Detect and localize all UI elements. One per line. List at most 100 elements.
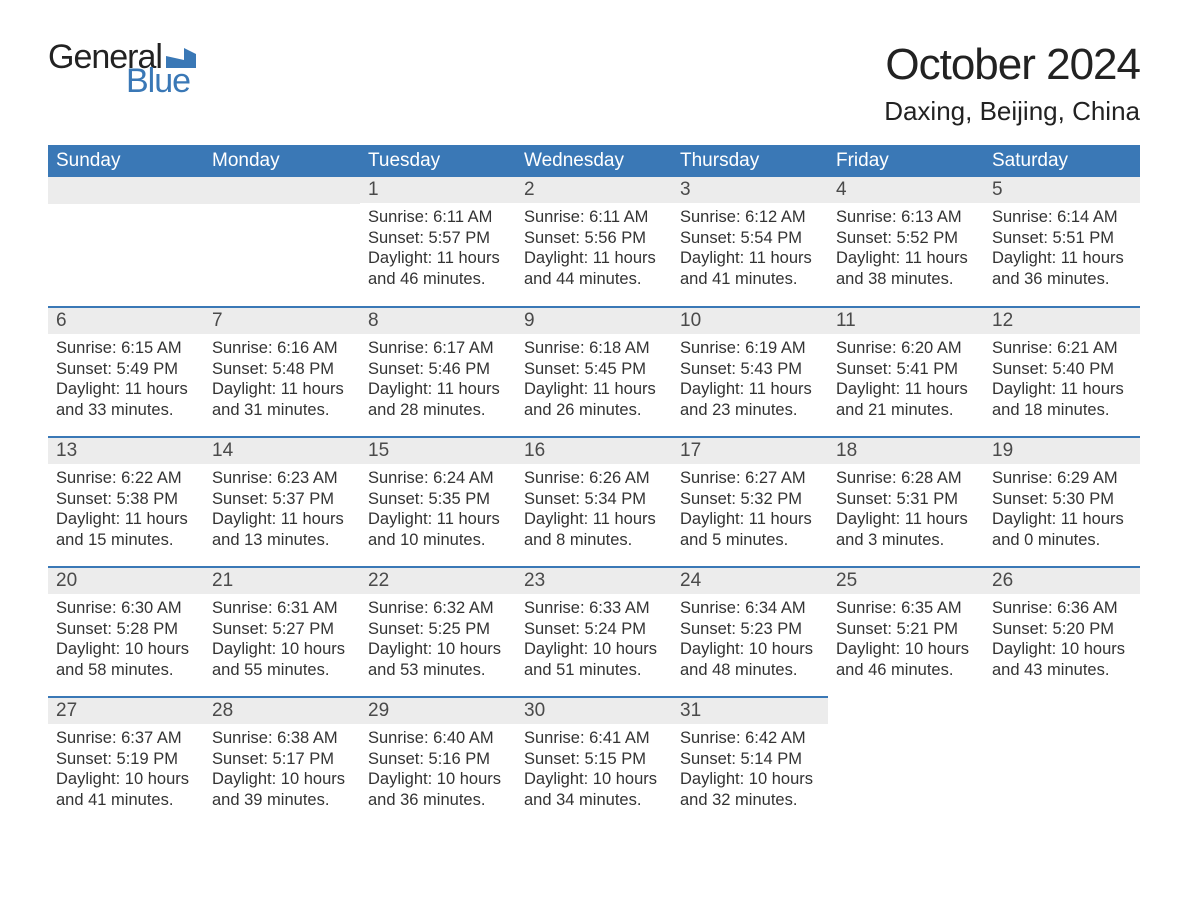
- calendar-day-cell: 19Sunrise: 6:29 AMSunset: 5:30 PMDayligh…: [984, 437, 1140, 567]
- day-sunset: Sunset: 5:24 PM: [524, 619, 664, 640]
- day-body: Sunrise: 6:16 AMSunset: 5:48 PMDaylight:…: [204, 334, 360, 429]
- day-sunset: Sunset: 5:15 PM: [524, 749, 664, 770]
- day-number: 11: [828, 308, 984, 334]
- day-sunrise: Sunrise: 6:27 AM: [680, 468, 820, 489]
- day-sunrise: Sunrise: 6:36 AM: [992, 598, 1132, 619]
- calendar-day-cell: 11Sunrise: 6:20 AMSunset: 5:41 PMDayligh…: [828, 307, 984, 437]
- day-body: Sunrise: 6:40 AMSunset: 5:16 PMDaylight:…: [360, 724, 516, 819]
- calendar-week-row: 1Sunrise: 6:11 AMSunset: 5:57 PMDaylight…: [48, 177, 1140, 307]
- calendar-day-cell: 9Sunrise: 6:18 AMSunset: 5:45 PMDaylight…: [516, 307, 672, 437]
- day-body: Sunrise: 6:18 AMSunset: 5:45 PMDaylight:…: [516, 334, 672, 429]
- day-sunset: Sunset: 5:41 PM: [836, 359, 976, 380]
- day-daylight1: Daylight: 10 hours: [680, 639, 820, 660]
- day-sunrise: Sunrise: 6:41 AM: [524, 728, 664, 749]
- day-body: Sunrise: 6:37 AMSunset: 5:19 PMDaylight:…: [48, 724, 204, 819]
- day-daylight2: and 5 minutes.: [680, 530, 820, 551]
- day-daylight2: and 55 minutes.: [212, 660, 352, 681]
- calendar-body: 1Sunrise: 6:11 AMSunset: 5:57 PMDaylight…: [48, 177, 1140, 827]
- day-number: 4: [828, 177, 984, 203]
- day-number: 6: [48, 308, 204, 334]
- day-sunset: Sunset: 5:46 PM: [368, 359, 508, 380]
- day-sunrise: Sunrise: 6:23 AM: [212, 468, 352, 489]
- calendar-day-cell: 10Sunrise: 6:19 AMSunset: 5:43 PMDayligh…: [672, 307, 828, 437]
- day-sunset: Sunset: 5:19 PM: [56, 749, 196, 770]
- day-number: 27: [48, 698, 204, 724]
- calendar-day-cell: 6Sunrise: 6:15 AMSunset: 5:49 PMDaylight…: [48, 307, 204, 437]
- day-sunrise: Sunrise: 6:14 AM: [992, 207, 1132, 228]
- weekday-header: Wednesday: [516, 145, 672, 177]
- calendar-day-cell: 25Sunrise: 6:35 AMSunset: 5:21 PMDayligh…: [828, 567, 984, 697]
- day-sunset: Sunset: 5:27 PM: [212, 619, 352, 640]
- day-body: Sunrise: 6:31 AMSunset: 5:27 PMDaylight:…: [204, 594, 360, 689]
- day-number: 10: [672, 308, 828, 334]
- calendar-day-cell: 26Sunrise: 6:36 AMSunset: 5:20 PMDayligh…: [984, 567, 1140, 697]
- day-sunrise: Sunrise: 6:40 AM: [368, 728, 508, 749]
- day-number: 7: [204, 308, 360, 334]
- day-number: 12: [984, 308, 1140, 334]
- weekday-header: Friday: [828, 145, 984, 177]
- weekday-header: Monday: [204, 145, 360, 177]
- day-daylight1: Daylight: 10 hours: [56, 639, 196, 660]
- day-number: 15: [360, 438, 516, 464]
- day-daylight1: Daylight: 10 hours: [56, 769, 196, 790]
- day-sunrise: Sunrise: 6:26 AM: [524, 468, 664, 489]
- day-body: Sunrise: 6:19 AMSunset: 5:43 PMDaylight:…: [672, 334, 828, 429]
- day-body: Sunrise: 6:20 AMSunset: 5:41 PMDaylight:…: [828, 334, 984, 429]
- day-sunset: Sunset: 5:45 PM: [524, 359, 664, 380]
- day-body: Sunrise: 6:41 AMSunset: 5:15 PMDaylight:…: [516, 724, 672, 819]
- day-daylight1: Daylight: 11 hours: [680, 379, 820, 400]
- day-daylight1: Daylight: 11 hours: [836, 379, 976, 400]
- day-number: 26: [984, 568, 1140, 594]
- day-daylight2: and 8 minutes.: [524, 530, 664, 551]
- day-body: Sunrise: 6:13 AMSunset: 5:52 PMDaylight:…: [828, 203, 984, 298]
- calendar-week-row: 27Sunrise: 6:37 AMSunset: 5:19 PMDayligh…: [48, 697, 1140, 827]
- day-daylight1: Daylight: 10 hours: [524, 769, 664, 790]
- day-sunset: Sunset: 5:23 PM: [680, 619, 820, 640]
- day-sunrise: Sunrise: 6:38 AM: [212, 728, 352, 749]
- day-number: 18: [828, 438, 984, 464]
- day-sunset: Sunset: 5:37 PM: [212, 489, 352, 510]
- calendar-day-cell: 3Sunrise: 6:12 AMSunset: 5:54 PMDaylight…: [672, 177, 828, 307]
- calendar-day-cell: 16Sunrise: 6:26 AMSunset: 5:34 PMDayligh…: [516, 437, 672, 567]
- weekday-header: Sunday: [48, 145, 204, 177]
- day-sunrise: Sunrise: 6:28 AM: [836, 468, 976, 489]
- day-sunrise: Sunrise: 6:21 AM: [992, 338, 1132, 359]
- calendar-week-row: 20Sunrise: 6:30 AMSunset: 5:28 PMDayligh…: [48, 567, 1140, 697]
- day-daylight1: Daylight: 11 hours: [56, 509, 196, 530]
- day-body: Sunrise: 6:30 AMSunset: 5:28 PMDaylight:…: [48, 594, 204, 689]
- day-sunset: Sunset: 5:38 PM: [56, 489, 196, 510]
- day-sunset: Sunset: 5:35 PM: [368, 489, 508, 510]
- day-number: 31: [672, 698, 828, 724]
- weekday-header: Saturday: [984, 145, 1140, 177]
- day-sunrise: Sunrise: 6:16 AM: [212, 338, 352, 359]
- calendar-day-cell: 20Sunrise: 6:30 AMSunset: 5:28 PMDayligh…: [48, 567, 204, 697]
- day-daylight2: and 46 minutes.: [836, 660, 976, 681]
- day-sunset: Sunset: 5:28 PM: [56, 619, 196, 640]
- day-number: 1: [360, 177, 516, 203]
- day-number: 8: [360, 308, 516, 334]
- day-daylight1: Daylight: 10 hours: [680, 769, 820, 790]
- calendar-day-cell: 28Sunrise: 6:38 AMSunset: 5:17 PMDayligh…: [204, 697, 360, 827]
- day-daylight2: and 43 minutes.: [992, 660, 1132, 681]
- day-sunrise: Sunrise: 6:11 AM: [368, 207, 508, 228]
- day-sunrise: Sunrise: 6:32 AM: [368, 598, 508, 619]
- day-daylight1: Daylight: 11 hours: [368, 509, 508, 530]
- day-number: 30: [516, 698, 672, 724]
- day-sunrise: Sunrise: 6:34 AM: [680, 598, 820, 619]
- day-daylight1: Daylight: 11 hours: [368, 379, 508, 400]
- day-daylight1: Daylight: 10 hours: [836, 639, 976, 660]
- day-number: 20: [48, 568, 204, 594]
- day-daylight2: and 38 minutes.: [836, 269, 976, 290]
- calendar-day-cell: 24Sunrise: 6:34 AMSunset: 5:23 PMDayligh…: [672, 567, 828, 697]
- day-daylight1: Daylight: 11 hours: [524, 509, 664, 530]
- weekday-header: Thursday: [672, 145, 828, 177]
- calendar-day-cell: [48, 177, 204, 307]
- day-sunrise: Sunrise: 6:37 AM: [56, 728, 196, 749]
- day-body: Sunrise: 6:32 AMSunset: 5:25 PMDaylight:…: [360, 594, 516, 689]
- day-daylight1: Daylight: 11 hours: [212, 379, 352, 400]
- day-body: Sunrise: 6:14 AMSunset: 5:51 PMDaylight:…: [984, 203, 1140, 298]
- day-daylight2: and 32 minutes.: [680, 790, 820, 811]
- day-daylight2: and 18 minutes.: [992, 400, 1132, 421]
- calendar-day-cell: [984, 697, 1140, 827]
- day-sunset: Sunset: 5:25 PM: [368, 619, 508, 640]
